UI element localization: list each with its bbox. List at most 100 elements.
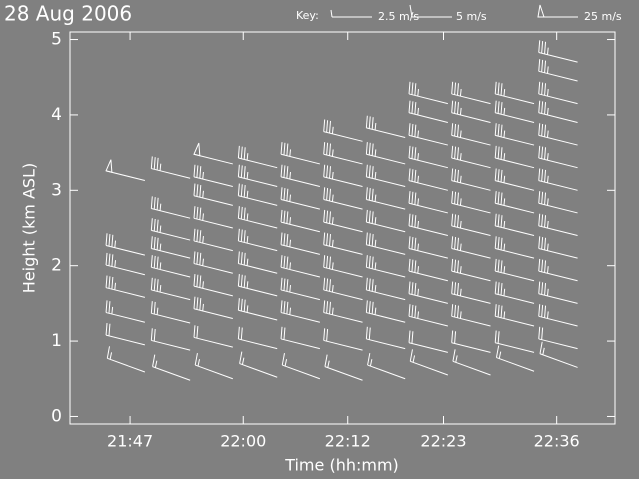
barb-pennant xyxy=(193,142,201,157)
wind-barb xyxy=(280,232,320,255)
wind-barb xyxy=(150,196,191,219)
barb-staff xyxy=(538,157,578,169)
wind-barb xyxy=(193,274,233,297)
barb-feather xyxy=(105,300,108,313)
barb-feather xyxy=(411,123,414,137)
wind-barb xyxy=(408,191,448,214)
barb-feather xyxy=(371,166,374,179)
barb-feather xyxy=(329,120,331,134)
barb-feather xyxy=(111,234,114,247)
wind-barb xyxy=(538,145,578,169)
barb-feather xyxy=(495,345,500,358)
barb-staff xyxy=(323,176,363,188)
barb-half-feather xyxy=(546,266,549,274)
barb-feather xyxy=(538,168,541,181)
barb-half-feather xyxy=(417,153,419,161)
barb-feather xyxy=(454,101,457,114)
wind-barb xyxy=(538,236,578,259)
barb-staff xyxy=(495,342,535,353)
barb-feather xyxy=(538,59,541,72)
barb-staff xyxy=(323,289,363,301)
barb-feather xyxy=(280,326,283,339)
wind-barb xyxy=(408,168,448,191)
barb-staff xyxy=(151,312,191,324)
barb-half-feather xyxy=(374,307,377,315)
barb-feather xyxy=(196,274,199,287)
wind-barb xyxy=(408,81,448,105)
barb-feather xyxy=(193,183,196,196)
barb-half-feather xyxy=(289,171,292,180)
barb-feather xyxy=(326,165,329,178)
wind-barb xyxy=(193,296,233,319)
barb-feather xyxy=(329,143,331,156)
wind-barb xyxy=(323,209,363,233)
barb-staff xyxy=(323,266,363,278)
barb-feather xyxy=(541,59,544,73)
barb-half-feather xyxy=(546,311,549,319)
barb-feather xyxy=(365,277,368,290)
barb-feather xyxy=(544,260,547,273)
barb-staff xyxy=(105,264,145,276)
wind-barb xyxy=(106,346,146,373)
wind-barb xyxy=(280,164,320,188)
barb-feather xyxy=(497,101,500,114)
barb-half-feather xyxy=(455,355,458,363)
wind-barb xyxy=(150,255,191,278)
barb-feather xyxy=(150,255,153,268)
barb-feather xyxy=(237,145,240,159)
barb-feather xyxy=(196,297,199,310)
barb-feather xyxy=(538,123,541,136)
barb-feather xyxy=(283,165,286,178)
barb-feather xyxy=(408,236,411,249)
key-label: 2.5 m/s xyxy=(378,10,419,23)
barb-staff xyxy=(538,202,578,214)
barb-feather xyxy=(497,146,500,159)
wind-barb xyxy=(237,298,278,321)
barb-half-feather xyxy=(284,359,288,367)
wind-barb xyxy=(237,274,278,297)
barb-staff xyxy=(538,270,578,282)
barb-staff xyxy=(280,244,320,255)
key-barb xyxy=(409,4,452,18)
wind-barb xyxy=(365,300,406,323)
barb-feather xyxy=(371,233,374,247)
wind-barb xyxy=(365,164,406,188)
barb-half-feather xyxy=(246,190,249,198)
barb-feather xyxy=(240,165,243,178)
barb-half-feather xyxy=(289,194,292,202)
barb-half-feather xyxy=(241,357,245,365)
wind-barb xyxy=(408,123,448,146)
barb-feather xyxy=(451,236,454,249)
barb-half-feather xyxy=(546,47,549,55)
barb-half-feather xyxy=(159,262,162,270)
wind-barb xyxy=(193,251,233,274)
barb-feather xyxy=(454,214,457,227)
barb-staff xyxy=(538,134,578,146)
barb-half-feather xyxy=(202,171,204,180)
wind-barb xyxy=(451,100,491,123)
barb-staff xyxy=(366,221,406,233)
barb-feather xyxy=(153,237,156,250)
barb-staff xyxy=(238,157,278,169)
barb-feather xyxy=(243,207,246,220)
barb-half-feather xyxy=(289,285,292,293)
wind-barb xyxy=(538,281,578,304)
barb-staff xyxy=(451,270,491,282)
wind-barb xyxy=(451,191,491,214)
barb-staff xyxy=(451,293,491,304)
barb-feather xyxy=(194,353,198,366)
barb-staff xyxy=(408,315,448,327)
barb-feather xyxy=(544,124,547,137)
x-tick-label: 22:23 xyxy=(420,432,466,451)
barb-feather xyxy=(156,219,159,232)
barb-feather xyxy=(500,282,503,296)
barb-feather xyxy=(457,305,459,318)
barb-feather xyxy=(368,116,371,129)
barb-half-feather xyxy=(459,89,462,97)
barb-feather xyxy=(368,327,371,340)
key-barb xyxy=(330,9,372,18)
barb-staff xyxy=(452,360,491,376)
wind-barb xyxy=(538,100,578,123)
barb-staff xyxy=(451,247,491,259)
barb-staff xyxy=(193,176,233,188)
